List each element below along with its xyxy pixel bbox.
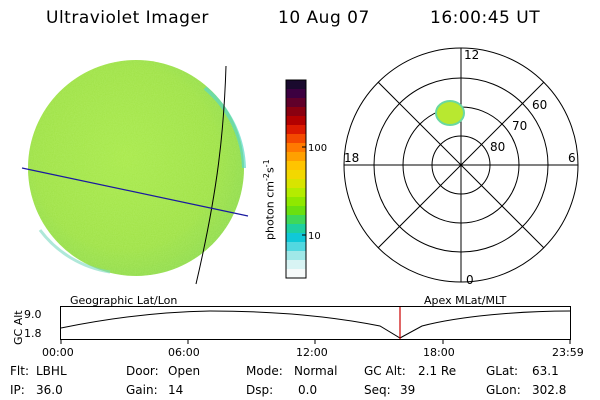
mlt-label-0: 0 [466, 273, 474, 287]
colorbar-label-exp2: -1 [262, 159, 271, 168]
colorbar-band [286, 215, 306, 225]
filter-value: LBHL [36, 364, 67, 378]
mode-value: Normal [294, 364, 338, 378]
time-tick-0000: 00:00 [42, 346, 74, 359]
filter-label: Flt: [10, 364, 29, 378]
latitude-line [21, 167, 249, 217]
colorbar-band [286, 251, 306, 261]
door-value: Open [168, 364, 201, 378]
glon-label: GLon: [486, 383, 521, 397]
instrument-title: Ultraviolet Imager [46, 8, 209, 28]
disk-limb-glow-lower [38, 229, 111, 274]
ip-label: IP: [10, 383, 25, 397]
colorbar-band [286, 269, 306, 279]
time-tick-1800: 18:00 [423, 346, 455, 359]
earth-disk [28, 60, 244, 276]
apex-label: Apex MLat/MLT [424, 294, 507, 307]
colorbar-label-s: s [263, 167, 277, 174]
mlt-label-6: 6 [568, 151, 576, 165]
gc-alt-label: GC Alt: [364, 364, 406, 378]
geographic-label: Geographic Lat/Lon [70, 294, 178, 307]
colorbar-band [286, 107, 306, 117]
polar-mlat-mlt-plot: 12 18 6 0 60 70 80 [343, 47, 579, 287]
colorbar-label-exp1: -2 [262, 173, 271, 182]
dsp-label: Dsp: [246, 383, 274, 397]
ip-value: 36.0 [36, 383, 63, 397]
gc-alt-value: 2.1 Re [418, 364, 457, 378]
glon-value: 302.8 [532, 383, 567, 397]
mode-label: Mode: [246, 364, 283, 378]
color-scale-bar: 100 10 [285, 79, 327, 279]
gain-value: 14 [168, 383, 184, 397]
colorbar-band [286, 116, 306, 126]
colorbar-label-base: photon cm [263, 181, 277, 240]
gain-label: Gain: [126, 383, 158, 397]
colorbar-band [286, 179, 306, 189]
mlt-label-18: 18 [344, 151, 359, 165]
door-label: Door: [126, 364, 159, 378]
colorbar-band [286, 188, 306, 198]
seq-label: Seq: [364, 383, 391, 397]
colorbar-band [286, 143, 306, 153]
colorbar-band [286, 242, 306, 252]
meridian-line [195, 65, 227, 285]
auroral-emission-blob [435, 100, 465, 126]
colorbar-band [286, 125, 306, 135]
earth-disk-image [21, 60, 249, 285]
colorbar-band [286, 80, 306, 90]
timeline-y-bottom: 1.8 [24, 327, 42, 340]
mlt-label-12: 12 [464, 48, 479, 62]
image-time: 16:00:45 UT [430, 8, 541, 28]
colorbar-band [286, 233, 306, 243]
colorbar-band [286, 152, 306, 162]
colorbar-band [286, 161, 306, 171]
colorbar-tick-100: 100 [308, 143, 327, 154]
colorbar-band [286, 98, 306, 108]
time-tick-1200: 12:00 [296, 346, 328, 359]
altitude-timeline [60, 306, 571, 344]
colorbar-band [286, 134, 306, 144]
colorbar-band [286, 260, 306, 270]
colorbar-band [286, 89, 306, 99]
timeline-y-top: 9.0 [24, 308, 42, 321]
colorbar-band [286, 224, 306, 234]
colorbar-band [286, 170, 306, 180]
colorbar-label: photon cm-2s-1 [262, 159, 277, 240]
image-date: 10 Aug 07 [278, 8, 370, 28]
mlat-label-60: 60 [532, 98, 547, 112]
colorbar-band [286, 197, 306, 207]
glat-value: 63.1 [532, 364, 559, 378]
mlat-label-80: 80 [490, 140, 505, 154]
time-tick-2359: 23:59 [552, 346, 584, 359]
disk-limb-glow [203, 86, 246, 169]
time-tick-0600: 06:00 [168, 346, 200, 359]
mlat-label-70: 70 [512, 119, 527, 133]
dsp-value: 0.0 [298, 383, 318, 397]
seq-value: 39 [400, 383, 416, 397]
colorbar-band [286, 206, 306, 216]
colorbar-tick-10: 10 [308, 231, 321, 242]
glat-label: GLat: [486, 364, 519, 378]
altitude-curve [60, 310, 571, 339]
